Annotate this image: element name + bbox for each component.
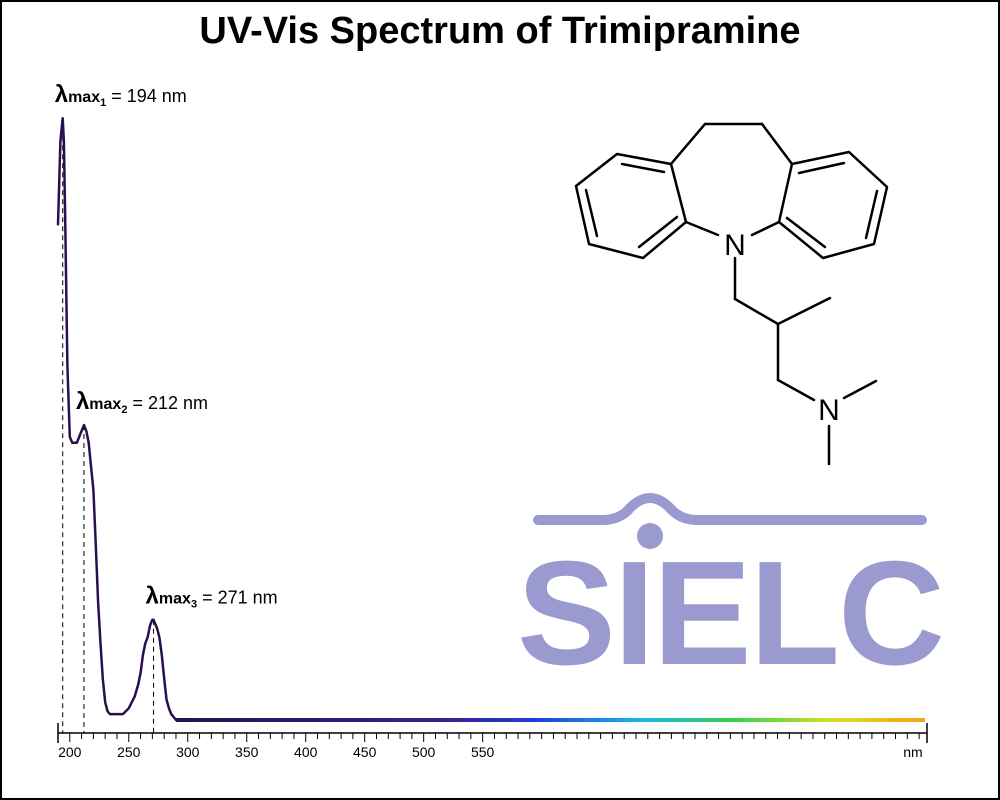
x-tick-label: 200 — [58, 744, 82, 760]
chart-title: UV-Vis Spectrum of Trimipramine — [199, 10, 801, 52]
left-ring-double-bond — [620, 162, 666, 174]
spectrum-baseline — [175, 718, 926, 722]
bridge-bond — [760, 122, 794, 166]
x-tick-label: 500 — [412, 744, 436, 760]
right-ring-double-bond — [797, 161, 846, 175]
n-bond — [684, 220, 720, 237]
right-ring-double-bond — [864, 189, 879, 240]
x-tick-label: 350 — [235, 744, 259, 760]
bridge-bond — [669, 122, 707, 166]
x-tick-label: 300 — [176, 744, 200, 760]
molecule-structure: N N — [574, 122, 889, 466]
chain-bond — [776, 296, 832, 326]
logo-dot — [637, 523, 663, 549]
x-tick-label: 550 — [471, 744, 495, 760]
logo-text: SIELC — [517, 531, 943, 696]
right-ring-double-bond — [785, 216, 827, 249]
chain-bond — [733, 297, 780, 326]
left-benzene-ring — [574, 152, 688, 260]
x-tick-label: 250 — [117, 744, 141, 760]
n-bond — [750, 220, 781, 237]
right-benzene-ring — [777, 150, 889, 260]
left-ring-double-bond — [584, 188, 599, 238]
x-tick-label: 450 — [353, 744, 377, 760]
spectrum-line — [56, 116, 178, 722]
chain-bond — [776, 378, 816, 402]
x-tick-label: 400 — [294, 744, 318, 760]
amine-nitrogen-label: N — [818, 394, 840, 427]
x-unit-label: nm — [903, 744, 922, 760]
lambda-max-label: λmax1 = 194 nm — [55, 81, 187, 109]
lambda-max-label: λmax2 = 212 nm — [76, 388, 208, 416]
logo-wave — [533, 493, 927, 525]
left-ring-double-bond — [637, 215, 679, 249]
methyl-bond — [842, 379, 878, 400]
lambda-max-label: λmax3 = 271 nm — [146, 583, 278, 611]
sielc-logo: SIELC — [517, 493, 945, 696]
ring-nitrogen-label: N — [724, 229, 746, 262]
